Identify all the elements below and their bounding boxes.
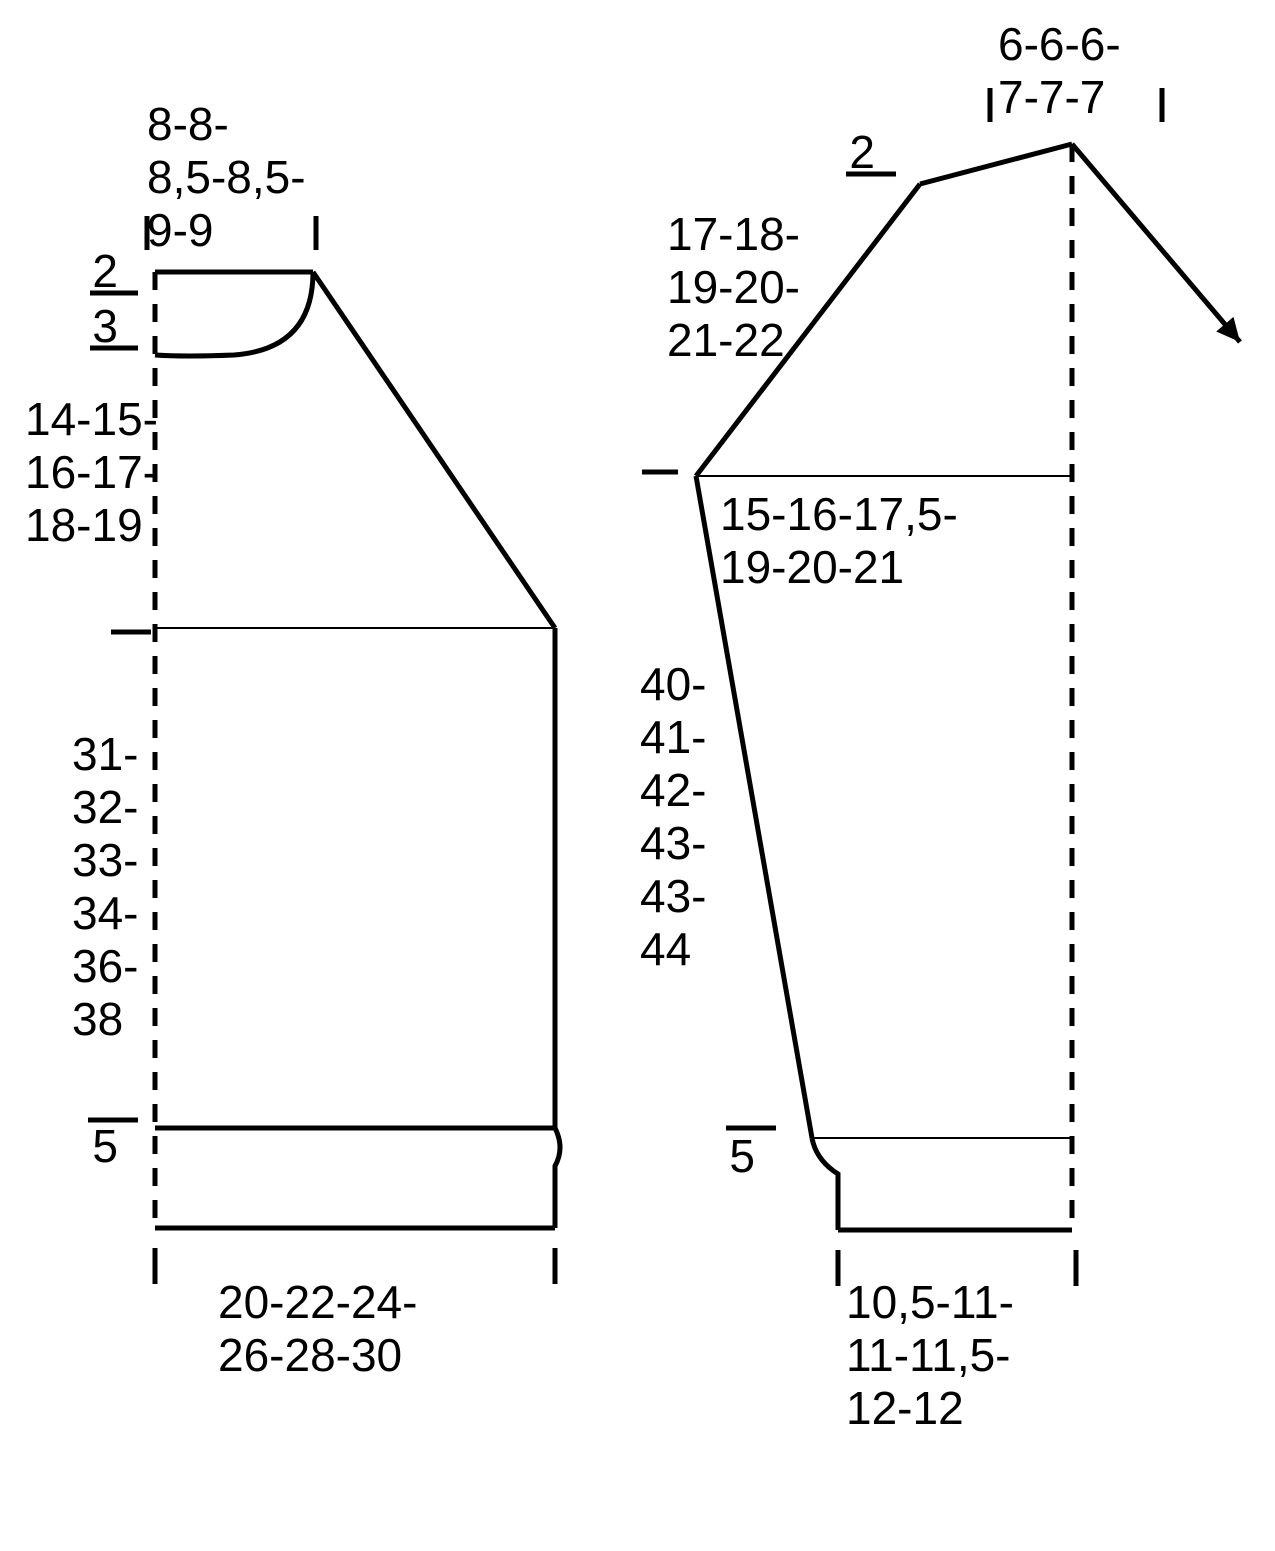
body-length: 34-	[72, 887, 138, 939]
body-hem-height: 5	[92, 1120, 118, 1172]
sleeve-raglan-length: 21-22	[667, 314, 785, 366]
body-neck-depth: 3	[92, 300, 118, 352]
sleeve-length: 40-	[640, 658, 706, 710]
sleeve-raglan-length: 17-18-	[667, 208, 800, 260]
body-length: 31-	[72, 728, 138, 780]
sleeve-length: 44	[640, 923, 691, 975]
body-shoulder-height: 2	[92, 245, 118, 297]
sleeve-cap-height: 2	[849, 126, 875, 178]
body-raglan-length: 16-17-	[25, 446, 158, 498]
sleeve-cuff-width: 12-12	[846, 1382, 964, 1434]
sleeve-length: 42-	[640, 764, 706, 816]
body-top-width: 8-8-	[147, 98, 229, 150]
body-raglan-length: 18-19	[25, 499, 143, 551]
sleeve-length: 41-	[640, 711, 706, 763]
body-length: 32-	[72, 781, 138, 833]
body-bottom-width: 26-28-30	[218, 1329, 402, 1381]
body-top-width: 8,5-8,5-	[147, 151, 306, 203]
body-raglan-length: 14-15-	[25, 393, 158, 445]
body-bottom-width: 20-22-24-	[218, 1276, 417, 1328]
schematic-diagram: 8-8-8,5-8,5-9-92314-15-16-17-18-1931-32-…	[0, 0, 1275, 1551]
body-top-width: 9-9	[147, 204, 213, 256]
sleeve-hem-height: 5	[729, 1130, 755, 1182]
sleeve-upper-width: 19-20-21	[720, 541, 904, 593]
body-length: 38	[72, 993, 123, 1045]
body-length: 33-	[72, 834, 138, 886]
sleeve-cuff-width: 11-11,5-	[846, 1329, 1011, 1381]
sleeve-length: 43-	[640, 817, 706, 869]
sleeve-cuff-width: 10,5-11-	[846, 1276, 1014, 1328]
sleeve-raglan-length: 19-20-	[667, 261, 800, 313]
body-length: 36-	[72, 940, 138, 992]
sleeve-upper-width: 15-16-17,5-	[720, 488, 958, 540]
sleeve-top-width: 7-7-7	[998, 71, 1105, 123]
sleeve-length: 43-	[640, 870, 706, 922]
sleeve-top-width: 6-6-6-	[998, 18, 1121, 70]
